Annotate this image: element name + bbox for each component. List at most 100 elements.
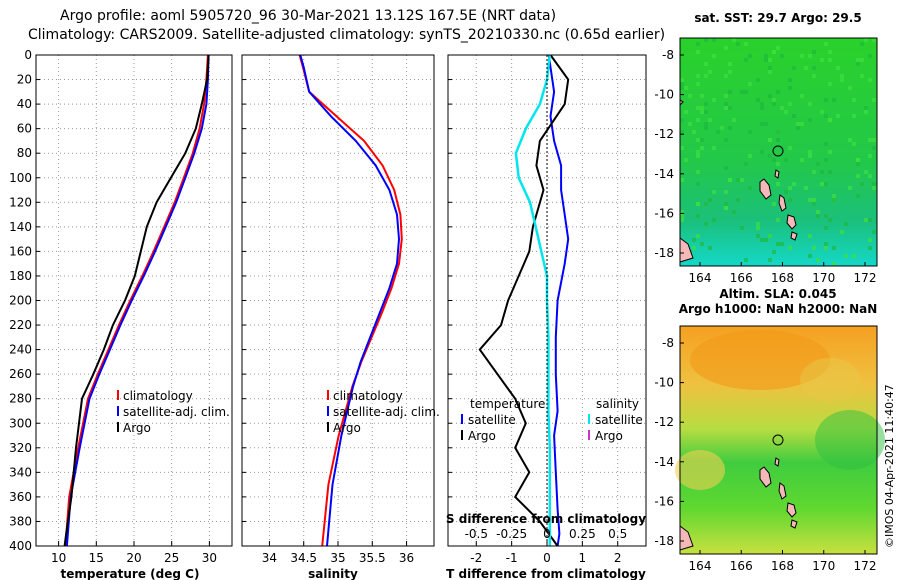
sla-map: Altim. SLA: 0.045 Argo h1000: NaN h2000:… <box>654 287 885 573</box>
legend-label: satellite-adj. clim. <box>123 405 230 419</box>
series-line-satellite-adj-clim- <box>65 54 210 547</box>
y-tick-label: 360 <box>9 490 32 504</box>
sst-map-field <box>680 38 877 266</box>
y-tick-label: 160 <box>9 244 32 258</box>
sst-map-title: sat. SST: 29.7 Argo: 29.5 <box>694 11 861 25</box>
legend-left-title: temperature <box>470 397 545 411</box>
sst-map: sat. SST: 29.7 Argo: 29.5 164 166 168 170 17… <box>654 11 878 285</box>
series-line-climatology <box>64 54 209 547</box>
legend-label: satellite <box>468 413 516 427</box>
series-line-t-argo <box>478 54 570 547</box>
top-tick-label: -0.25 <box>496 527 527 541</box>
map-y-tick-label: -12 <box>654 127 674 141</box>
sla-map-islands <box>679 457 798 551</box>
x-tick-label: 20 <box>126 551 141 565</box>
map-y-tick-label: -14 <box>654 167 674 181</box>
x-tick-label: 35 <box>330 551 345 565</box>
sla-map-title-top: Altim. SLA: 0.045 <box>719 287 836 301</box>
legend-label: satellite-adj. clim. <box>333 405 440 419</box>
y-tick-label: 60 <box>17 122 32 136</box>
sla-map-argo-marker <box>772 434 784 446</box>
legend-label: Argo <box>468 429 496 443</box>
x-tick-label: 10 <box>51 551 66 565</box>
difference-top-label: S difference from climatology <box>446 512 646 526</box>
map-x-tick-label: 170 <box>812 559 835 573</box>
y-tick-label: 120 <box>9 195 32 209</box>
sst-map-islands <box>679 99 798 263</box>
y-tick-label: 140 <box>9 220 32 234</box>
header-line-1: Argo profile: aoml 5905720_96 30-Mar-202… <box>60 8 556 24</box>
y-tick-label: 200 <box>9 294 32 308</box>
y-tick-label: 340 <box>9 465 32 479</box>
top-tick-label: 0.5 <box>608 527 627 541</box>
map-y-tick-label: -14 <box>654 455 674 469</box>
y-tick-label: 320 <box>9 441 32 455</box>
y-tick-label: 380 <box>9 514 32 528</box>
x-tick-label: -2 <box>470 551 482 565</box>
top-tick-label: -0.5 <box>465 527 488 541</box>
map-y-tick-label: -18 <box>654 534 674 548</box>
temperature-xlabel: temperature (deg C) <box>61 567 200 580</box>
legend-label: Argo <box>123 421 151 435</box>
series-line-climatology <box>298 54 403 547</box>
x-tick-label: 15 <box>89 551 104 565</box>
series-line-argo <box>63 54 210 547</box>
legend-label: climatology <box>333 389 403 403</box>
salinity-xlabel: salinity <box>308 567 358 580</box>
y-tick-label: 20 <box>17 73 32 87</box>
legend-label: Argo <box>333 421 361 435</box>
x-tick-label: 2 <box>614 551 622 565</box>
y-tick-label: 240 <box>9 343 32 357</box>
map-x-tick-label: 166 <box>730 559 753 573</box>
y-tick-label: 100 <box>9 171 32 185</box>
sst-map-argo-marker <box>772 145 784 157</box>
y-tick-label: 220 <box>9 318 32 332</box>
y-tick-label: 40 <box>17 97 32 111</box>
map-x-tick-label: 166 <box>730 271 753 285</box>
top-tick-label: 0.25 <box>569 527 596 541</box>
map-y-tick-label: -8 <box>662 48 674 62</box>
map-y-tick-label: -16 <box>654 494 674 508</box>
series-line-satellite-adj-clim- <box>299 54 401 547</box>
map-y-tick-label: -16 <box>654 206 674 220</box>
x-tick-label: 34.5 <box>290 551 317 565</box>
x-tick-label: 35.5 <box>359 551 386 565</box>
sla-map-title: Argo h1000: NaN h2000: NaN <box>679 302 878 316</box>
y-tick-label: 280 <box>9 392 32 406</box>
map-x-tick-label: 170 <box>812 271 835 285</box>
plot-frame <box>35 54 233 547</box>
map-x-tick-label: 164 <box>689 559 712 573</box>
difference-xlabel: T difference from climatology <box>446 567 646 580</box>
difference-panel: -2 -1 0 1 2 temperature salinity satellite Argo s… <box>447 54 647 565</box>
top-tick-label: 0 <box>543 527 551 541</box>
map-y-tick-label: -10 <box>654 88 674 102</box>
legend-label: satellite <box>595 413 643 427</box>
y-tick-label: 300 <box>9 416 32 430</box>
salinity-panel: 34 34.5 35 35.5 36 climatology satellite-adj. … <box>241 54 440 565</box>
x-tick-label: -1 <box>506 551 518 565</box>
series-line-s-satellite <box>514 54 552 546</box>
header-line-2: Climatology: CARS2009. Satellite-adjuste… <box>28 27 665 43</box>
x-tick-label: 34 <box>262 551 277 565</box>
x-tick-label: 0 <box>543 551 551 565</box>
plot-frame <box>241 54 435 547</box>
map-x-tick-label: 172 <box>854 271 877 285</box>
map-x-tick-label: 164 <box>689 271 712 285</box>
map-y-tick-label: -18 <box>654 246 674 260</box>
x-tick-label: 25 <box>164 551 179 565</box>
legend-label: climatology <box>123 389 193 403</box>
legend-label: Argo <box>595 429 623 443</box>
legend-right-title: salinity <box>596 397 639 411</box>
map-x-tick-label: 172 <box>854 559 877 573</box>
y-tick-label: 400 <box>9 539 32 553</box>
map-x-tick-label: 168 <box>771 559 794 573</box>
x-tick-label: 36 <box>399 551 414 565</box>
map-y-tick-label: -10 <box>654 376 674 390</box>
series-line-t-satellite <box>547 54 570 547</box>
map-y-tick-label: -12 <box>654 415 674 429</box>
map-y-tick-label: -8 <box>662 336 674 350</box>
map-x-tick-label: 168 <box>771 271 794 285</box>
y-tick-label: 0 <box>24 48 32 62</box>
x-tick-label: 1 <box>579 551 587 565</box>
